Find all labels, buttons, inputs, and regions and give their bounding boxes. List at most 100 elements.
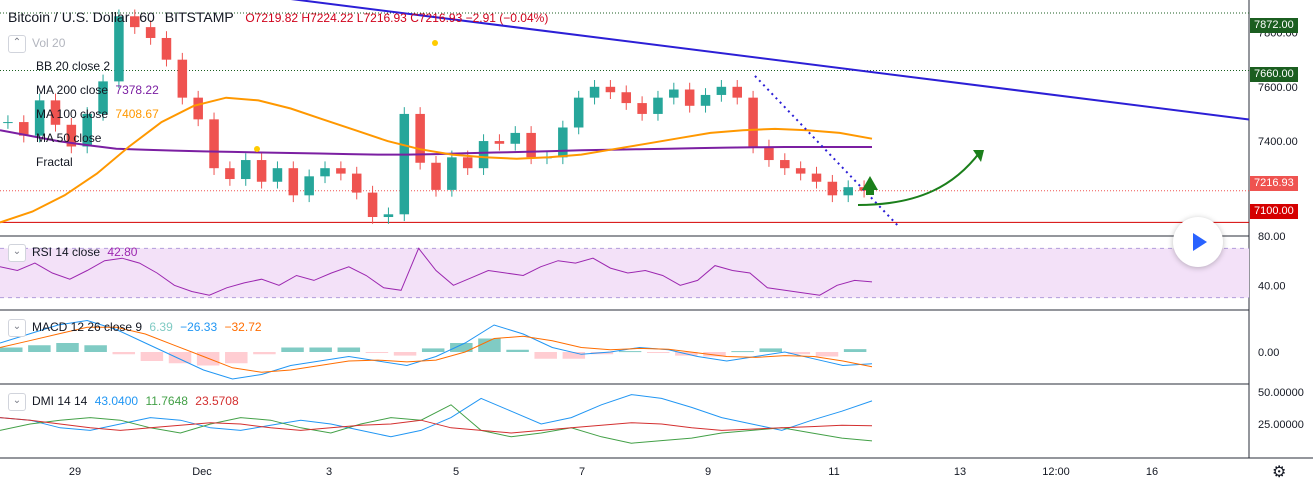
candle-body (415, 113, 425, 163)
collapse-chevron-icon[interactable]: ⌄ (8, 244, 26, 262)
candle-body (272, 168, 283, 182)
forecast-arrow[interactable] (857, 151, 981, 206)
legend-dmi[interactable]: ⌄ DMI 14 14 43.0400 11.7648 23.5708 (8, 393, 239, 411)
dmi-minus-value: 11.7648 (145, 394, 188, 409)
play-button[interactable] (1173, 217, 1223, 267)
candle-body (288, 168, 299, 196)
dmi-minus-line (0, 404, 873, 444)
macd-signal-value: −32.72 (224, 320, 262, 335)
gear-icon[interactable]: ⚙ (1272, 464, 1287, 481)
candle-body (209, 119, 219, 169)
candle-body (558, 127, 568, 158)
rsi-pane[interactable] (0, 247, 1249, 299)
legend-ma50[interactable]: MA 50 close (36, 131, 102, 145)
candle-body (526, 132, 536, 158)
macd-histogram-bar (450, 343, 473, 352)
ohlc-values: O7219.82 H7224.22 L7216.93 C7216.93 −2.9… (245, 11, 548, 25)
macd-pane[interactable] (0, 319, 873, 380)
legend-fractal[interactable]: Fractal (36, 155, 73, 169)
macd-histogram-bar (759, 348, 782, 352)
candle-body (351, 173, 362, 193)
macd-histogram-bar (562, 352, 586, 359)
time-axis-label: 11 (828, 466, 839, 478)
candle-body (669, 89, 679, 98)
collapse-chevron-icon[interactable]: ⌄ (8, 319, 26, 337)
macd-histogram-bar (253, 352, 276, 355)
macd-hist-value: 6.39 (149, 320, 173, 335)
price-axis-label: 7600.00 (1258, 82, 1298, 94)
time-axis-label: 3 (326, 466, 332, 478)
candle-body (320, 168, 330, 177)
candle-body (510, 132, 521, 144)
macd-histogram-bar (618, 351, 642, 353)
price-axis-label: 0.00 (1258, 347, 1279, 359)
symbol-name[interactable]: Bitcoin / U.S. Dollar (8, 9, 130, 25)
price-pane[interactable] (0, 0, 1250, 229)
axes: 7800.007600.007400.0080.0040.000.0050.00… (69, 28, 1304, 478)
candle-body (764, 146, 774, 161)
legend-ma200[interactable]: MA 200 close 7378.22 (36, 83, 159, 97)
legend-macd[interactable]: ⌄ MACD 12 26 close 9 6.39 −26.33 −32.72 (8, 319, 262, 337)
candle-body (573, 97, 584, 128)
candle-body (478, 141, 489, 169)
candle-body (462, 157, 473, 169)
dmi-plus-value: 43.0400 (94, 394, 139, 409)
adx-line (0, 417, 873, 434)
ma100-line (0, 96, 873, 224)
dmi-pane[interactable] (0, 394, 873, 444)
high-value: H7224.22 (301, 11, 354, 25)
price-axis-label: 40.00 (1258, 280, 1286, 292)
price-tag-7872: 7872.00 (1250, 18, 1298, 33)
candle-body (145, 27, 156, 38)
candle-body (447, 157, 457, 190)
time-axis-label: 16 (1146, 466, 1158, 478)
interval[interactable]: 60 (139, 9, 155, 25)
candle-body (225, 168, 235, 180)
legend-ma100[interactable]: MA 100 close 7408.67 (36, 107, 159, 121)
legend-ma200-label: MA 200 close (36, 83, 109, 97)
fractal-dot (432, 40, 438, 46)
rsi-band (0, 248, 1249, 298)
macd-histogram-bar (28, 345, 51, 352)
price-tag-last: 7216.93 (1250, 176, 1298, 191)
candle-body (82, 113, 92, 147)
legend-bb[interactable]: BB 20 close 2 (36, 59, 111, 73)
candle-body (780, 160, 790, 169)
low-value: L7216.93 (356, 11, 407, 25)
candle-body (684, 89, 695, 106)
candle-body (193, 97, 203, 120)
candle-body (653, 97, 663, 114)
collapse-chevron-icon[interactable]: ⌄ (8, 393, 26, 411)
candle-body (3, 122, 13, 124)
legend-rsi[interactable]: ⌄ RSI 14 close 42.80 (8, 244, 137, 262)
candle-body (621, 92, 632, 104)
candle-body (399, 113, 410, 215)
price-axis-label: 7400.00 (1258, 136, 1298, 148)
candle-body (811, 173, 822, 182)
candle-body (177, 59, 188, 98)
collapse-chevron-icon[interactable]: ⌃ (8, 35, 26, 53)
candle-body (240, 160, 251, 180)
short-trendline (754, 75, 901, 229)
legend-ma100-label: MA 100 close (36, 107, 109, 121)
legend-ma100-value: 7408.67 (115, 107, 159, 121)
macd-histogram-bar (534, 352, 557, 359)
time-axis-label: Dec (192, 466, 212, 478)
candle-body (304, 176, 314, 196)
up-arrow-icon[interactable] (862, 176, 878, 190)
candle-body (605, 86, 616, 93)
macd-histogram-bar (703, 352, 726, 357)
macd-label: MACD 12 26 close 9 (32, 320, 143, 335)
open-value: O7219.82 (245, 11, 299, 25)
candle-body (50, 100, 61, 125)
macd-histogram-bar (393, 352, 417, 356)
macd-histogram-bar (168, 352, 192, 364)
macd-histogram-bar (84, 345, 107, 352)
trendline (290, 0, 1250, 121)
candle-body (130, 16, 140, 28)
macd-histogram-bar (309, 347, 332, 352)
candle-body (98, 81, 108, 114)
legend-vol[interactable]: ⌃ Vol 20 (8, 35, 65, 53)
rsi-label: RSI 14 close (32, 245, 101, 260)
